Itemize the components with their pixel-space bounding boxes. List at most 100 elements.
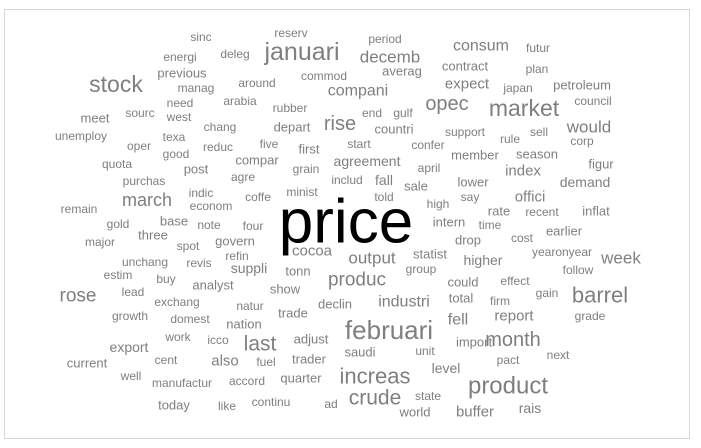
word-govern: govern — [215, 234, 255, 249]
word-follow: follow — [563, 263, 594, 277]
word-figur: figur — [588, 157, 614, 172]
word-sourc: sourc — [125, 106, 154, 120]
word-next: next — [547, 348, 570, 362]
word-energi: energi — [163, 50, 196, 64]
word-trader: trader — [292, 352, 327, 367]
word-cent: cent — [155, 353, 178, 367]
word-report: report — [494, 308, 534, 325]
word-domest: domest — [170, 312, 210, 326]
word-end: end — [362, 106, 382, 120]
word-averag: averag — [382, 64, 422, 79]
word-stock: stock — [89, 71, 143, 97]
word-high: high — [427, 197, 450, 211]
word-manufactur: manufactur — [152, 376, 212, 390]
word-natur: natur — [236, 299, 263, 313]
word-deleg: deleg — [220, 47, 249, 61]
word-march: march — [122, 190, 172, 210]
word-reserv: reserv — [274, 26, 307, 40]
word-grain: grain — [293, 162, 320, 176]
word-show: show — [270, 282, 301, 297]
word-reduc: reduc — [203, 140, 233, 154]
word-also: also — [211, 353, 239, 370]
word-sell: sell — [530, 125, 548, 139]
word-three: three — [138, 228, 168, 243]
word-nation: nation — [226, 317, 261, 332]
word-previous: previous — [157, 66, 207, 81]
word-five: five — [260, 137, 279, 151]
word-west: west — [166, 110, 192, 124]
word-offici: offici — [515, 189, 546, 206]
word-rate: rate — [488, 204, 510, 219]
word-ad: ad — [324, 397, 337, 411]
word-crude: crude — [349, 387, 402, 410]
word-recent: recent — [525, 205, 559, 219]
word-april: april — [418, 161, 441, 175]
word-export: export — [110, 339, 149, 355]
word-lower: lower — [457, 175, 489, 190]
word-firm: firm — [490, 294, 510, 308]
word-spot: spot — [177, 239, 200, 253]
wordcloud-frame — [4, 9, 690, 439]
word-rose: rose — [60, 286, 97, 307]
word-rise: rise — [324, 113, 356, 135]
word-declin: declin — [318, 297, 352, 312]
word-refin: refin — [225, 249, 248, 263]
word-confer: confer — [411, 138, 444, 152]
word-japan: japan — [502, 81, 532, 95]
word-work: work — [164, 330, 191, 344]
word-market: market — [489, 95, 560, 121]
word-well: well — [120, 369, 142, 383]
word-suppli: suppli — [231, 260, 268, 276]
word-rule: rule — [500, 132, 520, 146]
word-start: start — [347, 137, 371, 151]
word-minist: minist — [286, 185, 318, 199]
word-product: product — [468, 373, 548, 400]
word-output: output — [348, 249, 396, 268]
word-yearonyear: yearonyear — [532, 245, 592, 259]
word-commod: commod — [301, 69, 347, 83]
word-revis: revis — [186, 256, 211, 270]
word-opec: opec — [425, 93, 468, 115]
word-meet: meet — [81, 111, 110, 126]
word-time: time — [479, 218, 502, 232]
word-texa: texa — [163, 130, 186, 144]
word-total: total — [449, 291, 474, 306]
word-tonn: tonn — [285, 264, 310, 279]
word-expect: expect — [445, 76, 490, 93]
word-plan: plan — [526, 62, 549, 76]
word-index: index — [505, 163, 541, 180]
word-decemb: decemb — [360, 48, 420, 67]
word-week: week — [600, 249, 641, 268]
word-unchang: unchang — [122, 255, 168, 269]
word-could: could — [447, 275, 478, 290]
word-cost: cost — [511, 231, 534, 245]
word-trade: trade — [278, 306, 308, 321]
word-post: post — [184, 162, 209, 177]
word-compar: compar — [235, 153, 279, 168]
word-oper: oper — [127, 139, 151, 153]
word-adjust: adjust — [294, 332, 329, 347]
word-compani: compani — [328, 83, 388, 100]
word-fell: fell — [448, 312, 468, 329]
word-sale: sale — [404, 179, 428, 194]
word-group: group — [406, 262, 437, 276]
word-chang: chang — [204, 120, 237, 134]
word-exchang: exchang — [154, 295, 199, 309]
word-gulf: gulf — [393, 106, 413, 120]
word-unemploy: unemploy — [55, 129, 107, 143]
word-demand: demand — [560, 174, 611, 190]
word-accord: accord — [229, 374, 265, 388]
word-last: last — [244, 333, 277, 356]
word-rais: rais — [519, 400, 542, 416]
word-buy: buy — [156, 272, 175, 286]
word-purchas: purchas — [123, 174, 166, 188]
word-major: major — [85, 235, 115, 249]
word-increas: increas — [340, 364, 411, 389]
word-today: today — [158, 398, 190, 413]
word-indic: indic — [189, 186, 214, 200]
word-council: council — [574, 94, 611, 108]
word-period: period — [368, 32, 401, 46]
word-fall: fall — [375, 172, 393, 188]
word-quota: quota — [102, 157, 132, 171]
word-level: level — [432, 360, 461, 376]
